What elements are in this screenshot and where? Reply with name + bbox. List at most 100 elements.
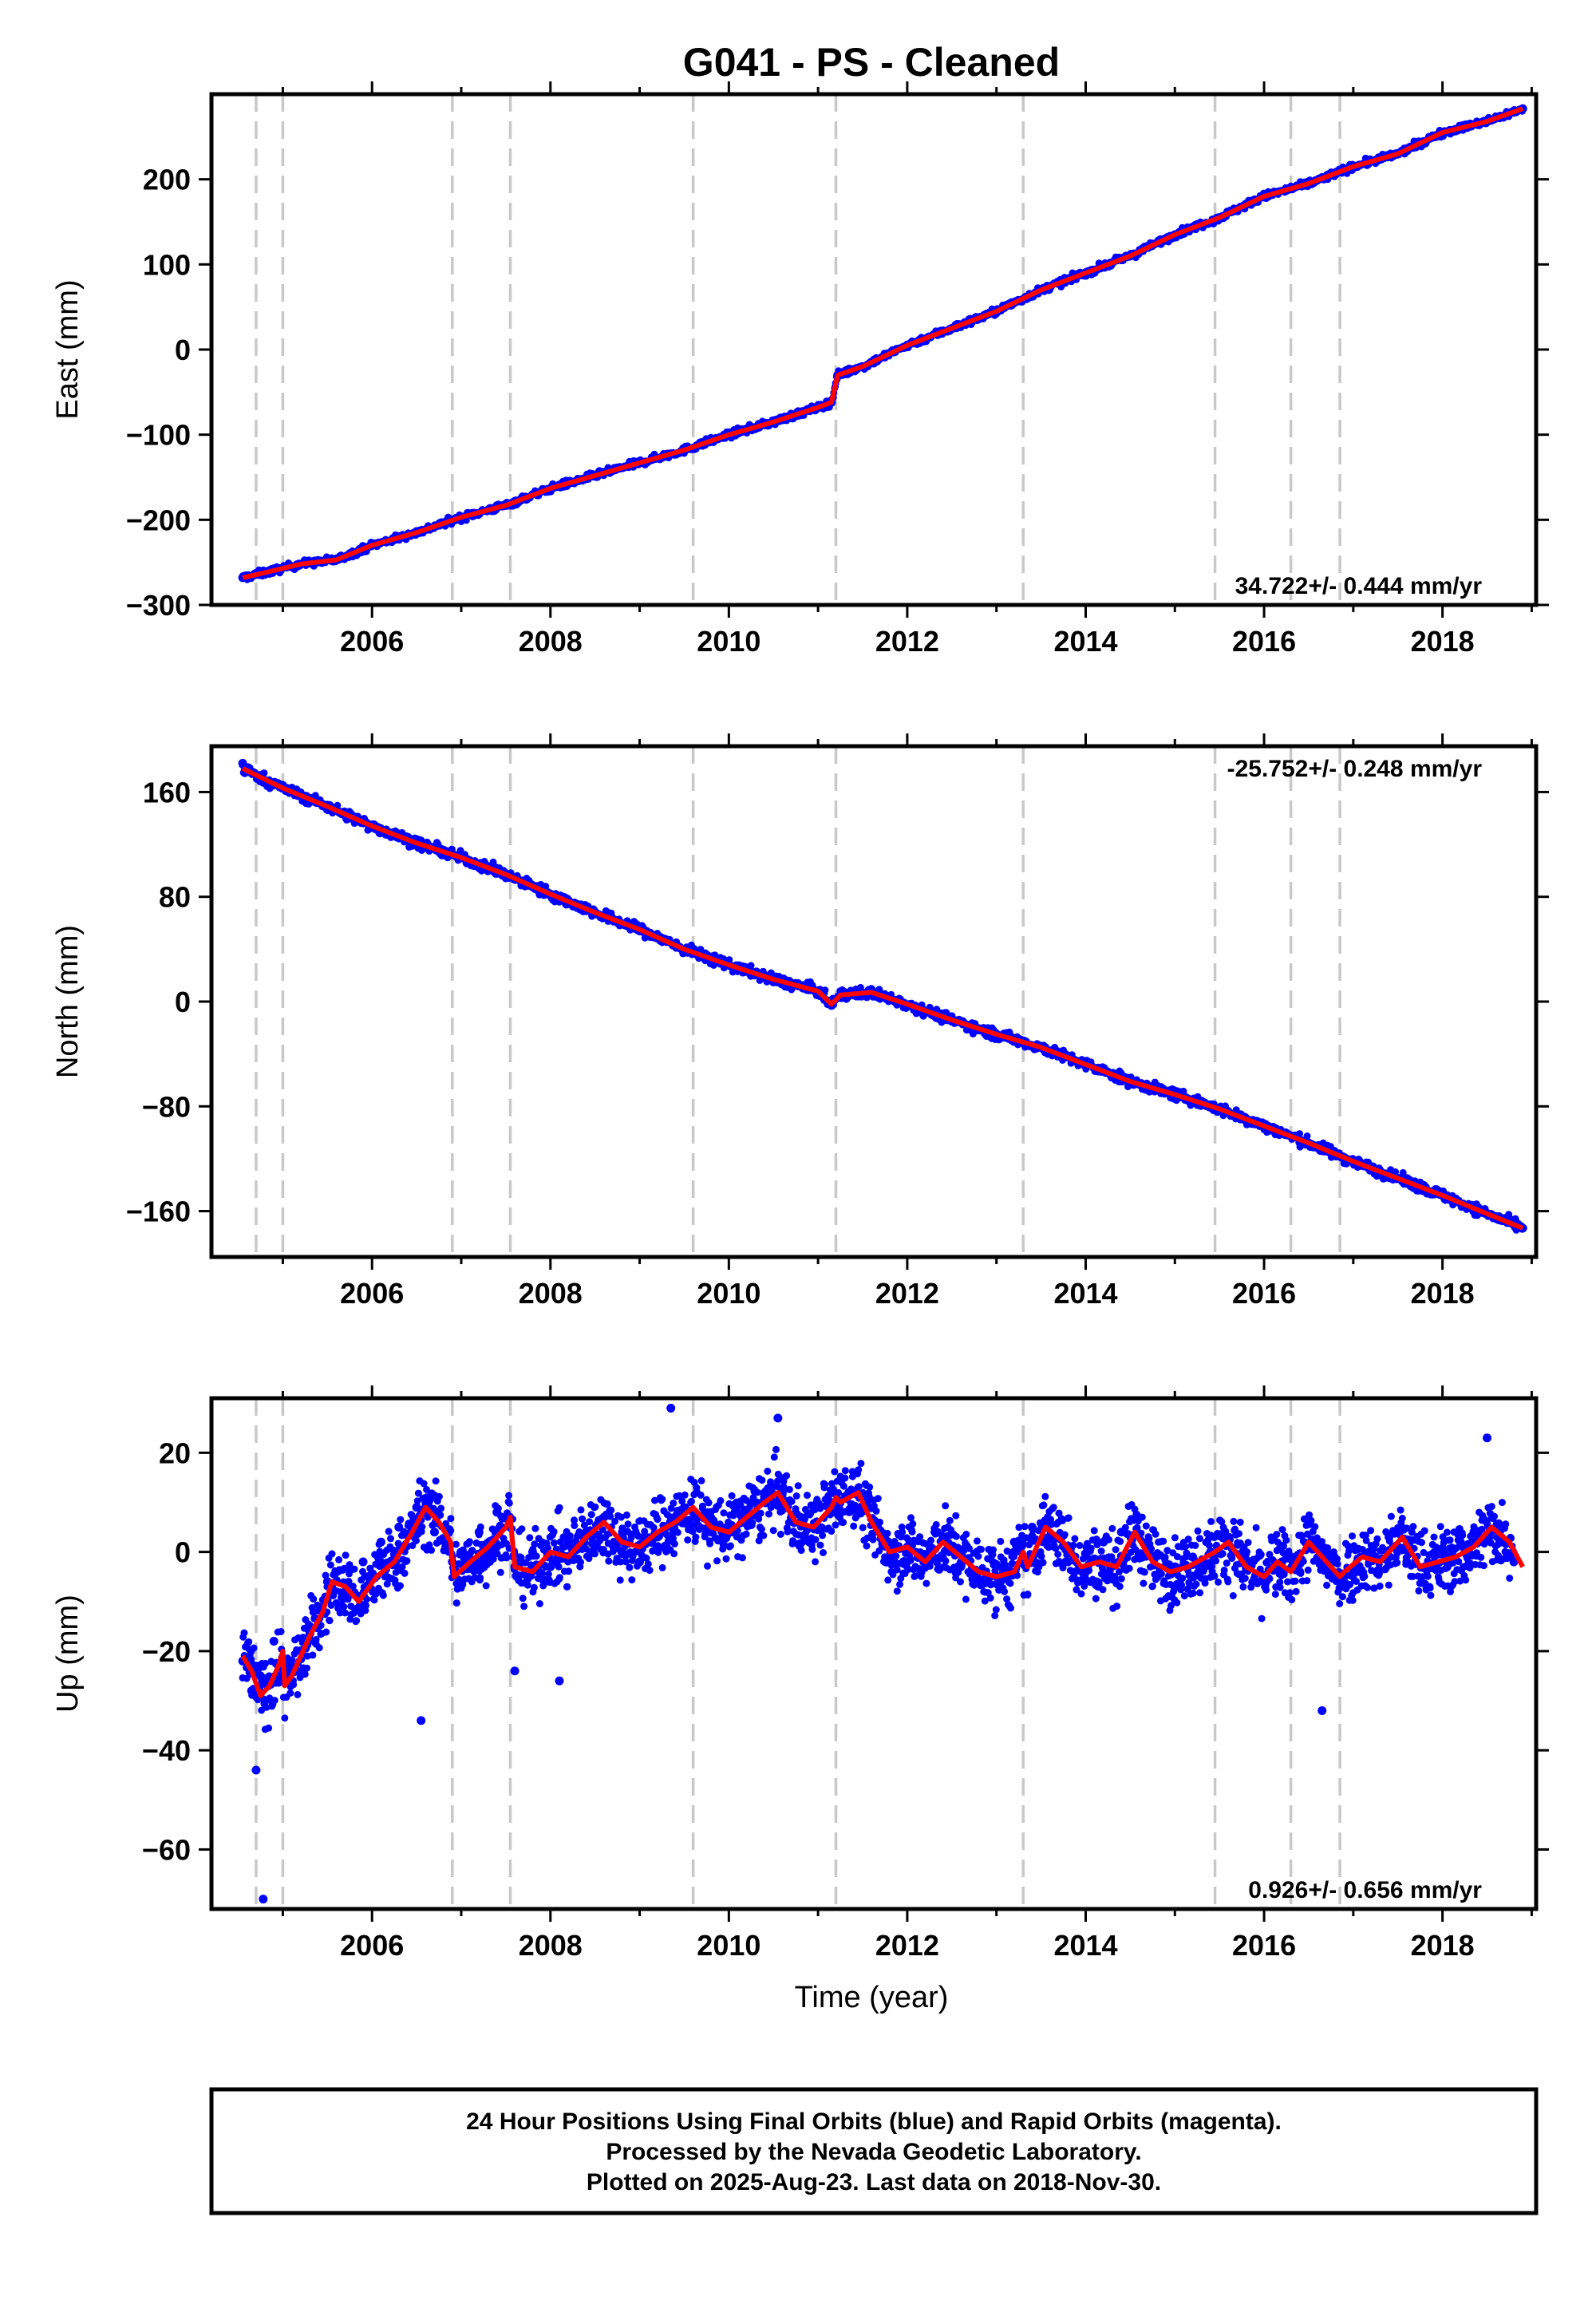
up-data-point — [265, 1724, 273, 1732]
north-data-point — [1392, 1168, 1400, 1176]
up-data-point — [550, 1528, 558, 1535]
up-data-point — [397, 1516, 405, 1524]
up-data-point — [482, 1582, 490, 1590]
up-data-point — [607, 1506, 615, 1514]
east-y-tick-label: −200 — [126, 504, 191, 536]
north-y-tick-label: 160 — [143, 776, 191, 808]
up-data-point — [281, 1714, 289, 1722]
up-data-point — [626, 1563, 634, 1571]
up-data-point — [618, 1513, 625, 1521]
up-data-point — [503, 1554, 511, 1562]
up-data-point — [520, 1603, 528, 1611]
up-plot-area — [238, 1398, 1525, 1909]
up-data-point — [760, 1531, 768, 1539]
up-data-point — [435, 1492, 443, 1500]
up-data-point — [749, 1519, 757, 1527]
up-data-point — [716, 1520, 724, 1528]
up-data-point — [452, 1599, 460, 1607]
up-data-point — [765, 1510, 772, 1518]
up-data-point — [784, 1528, 792, 1535]
up-data-point — [697, 1491, 705, 1499]
up-data-point — [420, 1480, 428, 1488]
up-data-point — [675, 1492, 683, 1500]
up-data-point — [555, 1504, 563, 1512]
up-data-point — [565, 1567, 573, 1575]
east-y-tick-label: 200 — [143, 164, 191, 196]
up-data-point — [518, 1525, 526, 1533]
up-data-point — [397, 1582, 404, 1590]
up-data-point — [240, 1629, 248, 1637]
up-data-point — [727, 1542, 734, 1550]
up-data-point — [646, 1567, 654, 1575]
up-data-point — [322, 1571, 330, 1579]
north-data-point — [238, 758, 247, 768]
up-data-point — [341, 1609, 349, 1617]
up-data-point — [591, 1550, 598, 1558]
up-data-point — [772, 1445, 780, 1453]
up-data-point — [720, 1509, 728, 1517]
up-data-point — [538, 1569, 546, 1577]
up-data-point — [424, 1513, 432, 1521]
up-data-point — [692, 1533, 700, 1541]
up-data-point — [705, 1499, 713, 1507]
up-data-point — [628, 1576, 636, 1584]
up-data-point — [770, 1453, 778, 1461]
up-data-point — [505, 1499, 513, 1507]
up-data-point — [644, 1560, 652, 1568]
up-data-point — [785, 1485, 793, 1493]
up-data-point — [277, 1628, 285, 1635]
up-data-point — [622, 1511, 630, 1519]
up-data-point — [550, 1539, 558, 1547]
north-x-tick-label: 2006 — [340, 1277, 404, 1310]
up-data-point — [301, 1670, 309, 1678]
east-scatter-points — [239, 105, 1527, 583]
up-data-point — [658, 1563, 666, 1571]
up-panel: 2006 2008 2010 2012 2014 2016 2018−60−40−20020… — [51, 1385, 1549, 1962]
up-data-point — [452, 1540, 460, 1548]
up-data-point — [335, 1555, 343, 1563]
up-data-point — [689, 1528, 697, 1535]
up-data-point — [678, 1497, 686, 1505]
up-data-point — [500, 1535, 508, 1543]
up-data-point — [801, 1505, 809, 1513]
up-data-point — [788, 1497, 796, 1505]
up-data-point — [326, 1561, 334, 1569]
up-data-point — [783, 1472, 791, 1480]
up-data-point — [722, 1555, 730, 1563]
north-y-axis-label: North (mm) — [51, 925, 85, 1078]
up-data-point — [650, 1524, 658, 1531]
up-data-point — [670, 1500, 678, 1507]
up-data-point — [598, 1526, 606, 1534]
up-data-point — [654, 1516, 662, 1524]
up-data-point — [753, 1488, 761, 1496]
up-data-point — [555, 1563, 563, 1571]
up-data-point — [544, 1571, 552, 1578]
up-data-point — [432, 1477, 440, 1485]
up-data-point — [409, 1542, 417, 1550]
east-y-axis-label: East (mm) — [51, 279, 85, 419]
up-data-point — [641, 1528, 649, 1535]
up-data-point — [459, 1581, 467, 1589]
up-data-point — [577, 1558, 584, 1566]
up-data-point — [522, 1559, 530, 1567]
up-data-point — [555, 1574, 563, 1582]
north-y-tick-label: 80 — [159, 881, 191, 914]
up-data-point — [413, 1497, 421, 1505]
north-data-point — [260, 769, 268, 777]
east-panel: 2006 2008 2010 2012 2014 2016 2018−300−200−100… — [51, 81, 1549, 658]
east-x-tick-label: 2014 — [1053, 625, 1117, 658]
north-data-point — [311, 792, 319, 800]
up-data-point — [559, 1533, 567, 1541]
up-data-point — [618, 1524, 626, 1532]
up-data-point — [363, 1595, 371, 1603]
up-data-point — [336, 1609, 344, 1617]
up-data-point — [303, 1664, 310, 1672]
north-y-tick-label: 0 — [175, 986, 191, 1018]
up-data-point — [808, 1545, 816, 1553]
up-data-point — [250, 1644, 258, 1652]
up-data-point — [769, 1527, 777, 1535]
up-data-point — [757, 1509, 764, 1517]
east-x-tick-label: 2008 — [519, 625, 583, 658]
up-data-point — [294, 1690, 302, 1698]
